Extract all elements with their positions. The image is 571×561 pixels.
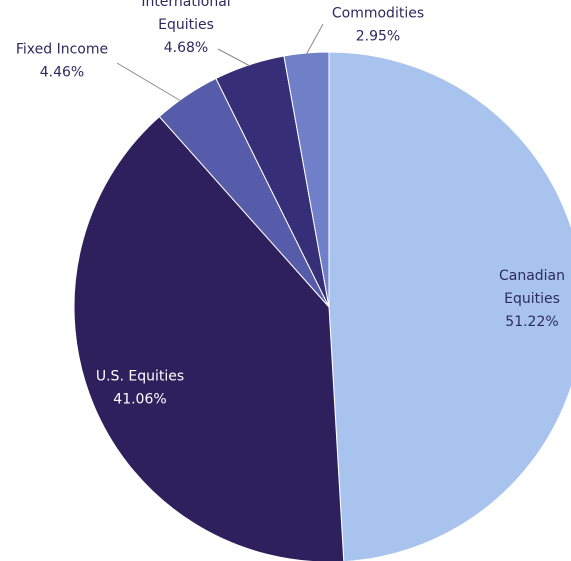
slice-value-label: 4.46% <box>40 65 84 81</box>
labels-layer: Canadian Equities 51.22% U.S. Equities 41.06… <box>16 0 565 408</box>
slice-name-label: U.S. Equities <box>96 369 184 385</box>
slice-value-label: 41.06% <box>113 392 166 408</box>
leader-line-commodities <box>305 23 324 56</box>
leader-line-international-equities <box>217 48 251 67</box>
slice-value-label: 2.95% <box>356 29 400 45</box>
leader-lines-layer <box>116 23 324 102</box>
slice-name-label: Equities <box>158 17 214 33</box>
slice-label-fixed-income: Fixed Income 4.46% <box>16 42 108 81</box>
slice-name-label: Fixed Income <box>16 42 108 58</box>
slice-label-commodities: Commodities 2.95% <box>332 6 424 45</box>
slice-name-label: International <box>141 0 230 10</box>
slice-name-label: Canadian <box>499 268 565 284</box>
slice-value-label: 4.68% <box>164 40 208 56</box>
slice-name-label: Equities <box>504 291 560 307</box>
slice-label-international-equities: International Equities 4.68% <box>141 0 230 56</box>
leader-line-fixed-income <box>116 62 182 102</box>
slices-layer <box>73 51 571 561</box>
slice-label-u-s-equities: U.S. Equities 41.06% <box>96 369 184 408</box>
slice-name-label: Commodities <box>332 6 424 22</box>
pie-slice-u-s-equities <box>73 115 345 561</box>
slice-value-label: 51.22% <box>505 314 558 330</box>
pie-slice-canadian-equities <box>328 51 571 561</box>
pie-slice-commodities <box>283 51 330 308</box>
slice-label-canadian-equities: Canadian Equities 51.22% <box>499 268 565 330</box>
